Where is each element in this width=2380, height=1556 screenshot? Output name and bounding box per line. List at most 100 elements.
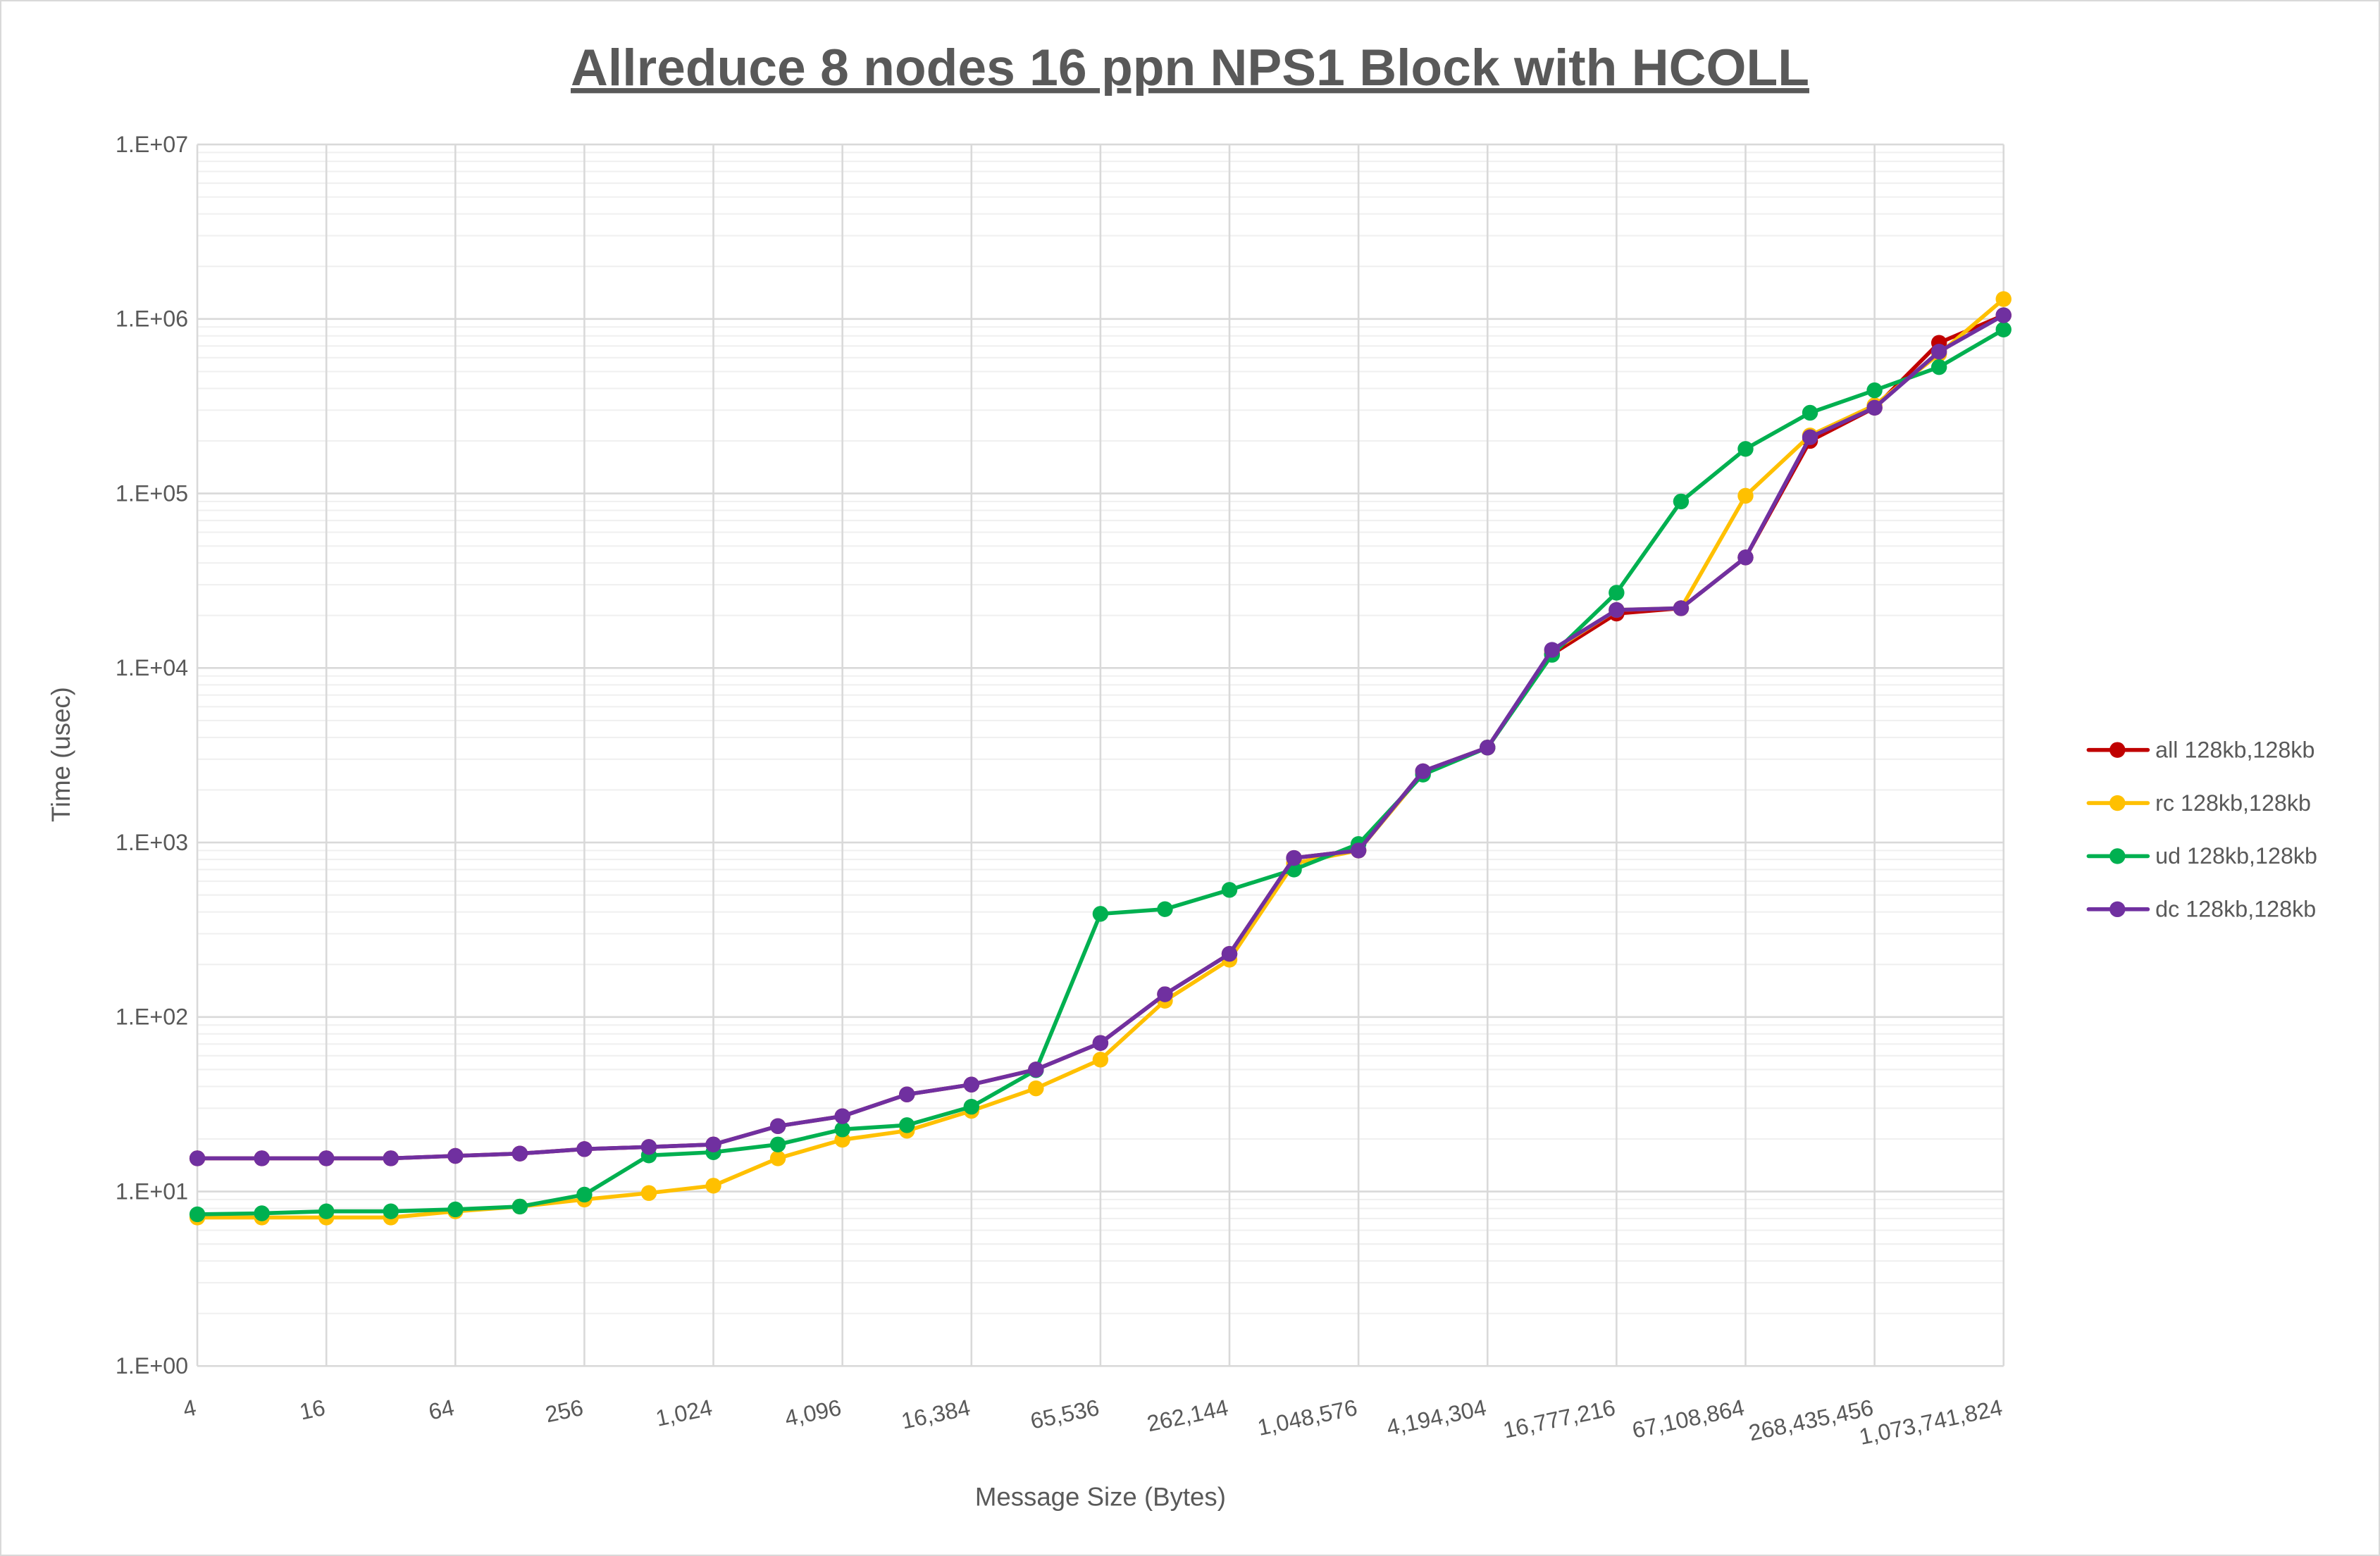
x-tick-label: 16,777,216 [1501, 1395, 1618, 1443]
data-point [447, 1201, 464, 1218]
y-tick-label: 1.E+05 [116, 480, 188, 506]
data-point [254, 1205, 270, 1221]
data-point [1737, 549, 1754, 566]
legend-item: ud 128kb,128kb [2086, 843, 2317, 869]
data-point [1544, 642, 1561, 658]
data-point [512, 1145, 528, 1162]
data-point [576, 1186, 593, 1203]
x-tick-label: 16,384 [899, 1395, 972, 1434]
data-point [1995, 291, 2012, 307]
data-point [1866, 382, 1883, 399]
data-point [1157, 986, 1173, 1002]
legend-label: ud 128kb,128kb [2155, 843, 2317, 869]
data-point [576, 1141, 593, 1157]
legend-item: all 128kb,128kb [2086, 737, 2314, 762]
data-point [1930, 343, 1947, 360]
y-axis-ticks: 1.E+00 1.E+01 1.E+02 1.E+03 1.E+04 1.E+05 1.E+… [116, 132, 188, 1378]
data-point [447, 1147, 464, 1164]
legend: all 128kb,128kb rc 128kb,128kb ud 128kb,12… [2086, 737, 2317, 922]
data-point [834, 1108, 850, 1124]
x-tick-label: 256 [543, 1395, 585, 1427]
data-point [512, 1198, 528, 1215]
data-point [769, 1150, 786, 1166]
chart-title: Allreduce 8 nodes 16 ppn NPS1 Block with… [571, 39, 1809, 97]
data-point [1673, 493, 1690, 510]
series-dc [189, 307, 2012, 1166]
data-point [705, 1136, 721, 1152]
data-point [1092, 906, 1109, 922]
x-tick-label: 65,536 [1028, 1395, 1101, 1434]
legend-marker [2109, 901, 2126, 918]
x-tick-label: 262,144 [1145, 1395, 1231, 1436]
y-tick-label: 1.E+04 [116, 655, 188, 680]
data-point [1995, 321, 2012, 337]
x-tick-label: 1,048,576 [1256, 1395, 1360, 1440]
data-point [963, 1099, 979, 1115]
y-tick-label: 1.E+06 [116, 306, 188, 332]
data-point [189, 1206, 206, 1223]
y-tick-label: 1.E+01 [116, 1178, 188, 1204]
x-tick-label: 1,073,741,824 [1857, 1395, 2005, 1450]
data-point [383, 1203, 399, 1219]
gridlines [196, 143, 2005, 1367]
data-point [1737, 487, 1754, 504]
data-point [640, 1185, 657, 1201]
data-point [1480, 740, 1496, 756]
x-tick-label: 16 [297, 1395, 328, 1425]
data-point [1221, 882, 1238, 898]
data-point [1028, 1080, 1044, 1097]
legend-item: dc 128kb,128kb [2086, 897, 2316, 922]
data-point [769, 1136, 786, 1152]
x-tick-label: 268,435,456 [1747, 1395, 1876, 1446]
data-point [189, 1150, 206, 1166]
data-point [318, 1150, 335, 1166]
data-point [1737, 441, 1754, 457]
data-point [1673, 600, 1690, 616]
data-point [899, 1086, 915, 1102]
data-point [963, 1076, 979, 1093]
y-tick-label: 1.E+02 [116, 1004, 188, 1030]
data-point [318, 1203, 335, 1219]
y-tick-label: 1.E+00 [116, 1353, 188, 1378]
data-point [1609, 602, 1625, 618]
data-point [705, 1178, 721, 1194]
data-point [1802, 404, 1818, 421]
x-tick-label: 4 [180, 1395, 198, 1422]
data-point [1415, 763, 1431, 780]
data-point [383, 1150, 399, 1166]
data-point [1092, 1052, 1109, 1068]
legend-label: dc 128kb,128kb [2155, 897, 2316, 922]
data-point [1802, 429, 1818, 445]
x-axis-ticks: 4 16 64 256 1,024 4,096 16,384 65,536 262,144 1,0… [180, 1395, 2004, 1450]
x-tick-label: 1,024 [653, 1395, 714, 1431]
legend-marker [2109, 848, 2126, 864]
data-point [899, 1117, 915, 1133]
legend-marker [2109, 742, 2126, 758]
y-axis-label: Time (usec) [47, 687, 75, 822]
legend-label: all 128kb,128kb [2155, 737, 2314, 762]
y-tick-label: 1.E+07 [116, 132, 188, 157]
data-point [1028, 1062, 1044, 1078]
data-point [1930, 359, 1947, 375]
legend-item: rc 128kb,128kb [2086, 790, 2311, 816]
legend-label: rc 128kb,128kb [2155, 790, 2311, 816]
data-point [769, 1118, 786, 1134]
data-point [1157, 901, 1173, 917]
series-group [189, 291, 2012, 1226]
legend-marker [2109, 795, 2126, 811]
x-tick-label: 4,194,304 [1384, 1395, 1489, 1440]
data-point [834, 1121, 850, 1138]
y-tick-label: 1.E+03 [116, 830, 188, 855]
data-point [254, 1150, 270, 1166]
data-point [640, 1139, 657, 1155]
data-point [1286, 849, 1302, 866]
data-point [1866, 399, 1883, 416]
x-axis-label: Message Size (Bytes) [975, 1483, 1226, 1512]
data-point [1609, 585, 1625, 601]
data-point [1350, 842, 1367, 859]
x-tick-label: 64 [426, 1395, 457, 1425]
data-point [1092, 1035, 1109, 1051]
x-tick-label: 4,096 [783, 1395, 844, 1431]
